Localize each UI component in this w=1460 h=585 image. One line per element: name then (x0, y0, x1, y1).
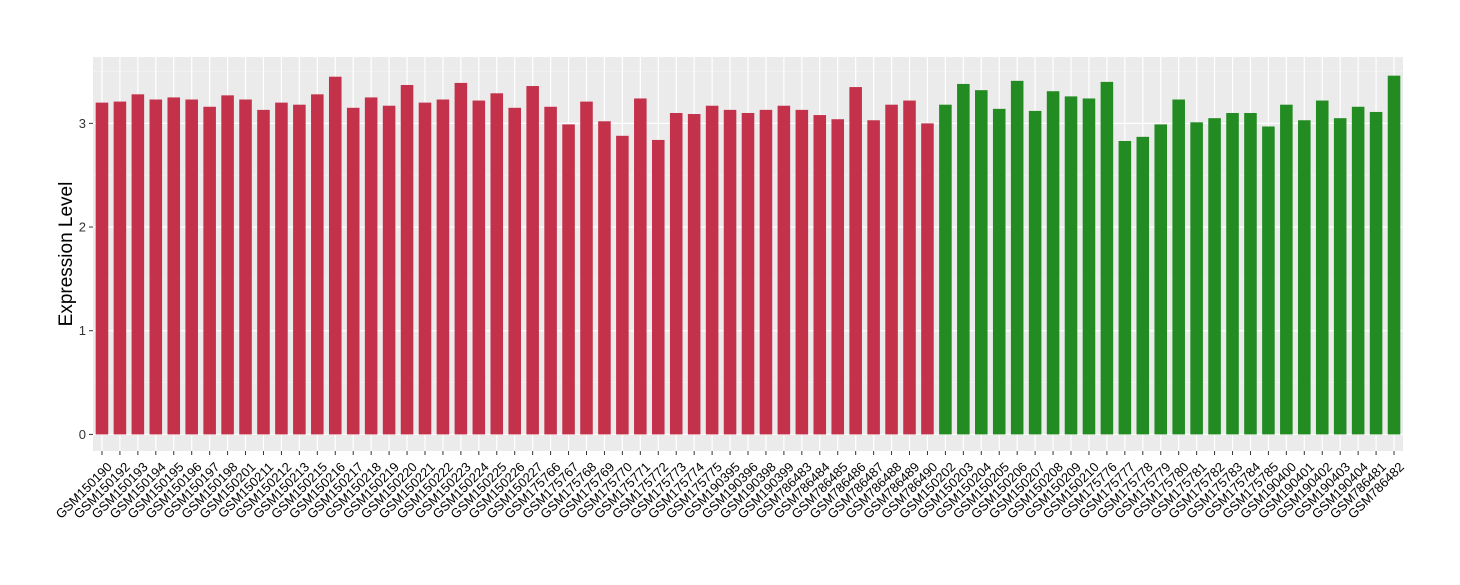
bar-GSM190404 (1351, 106, 1365, 435)
bar-GSM175782 (1208, 118, 1221, 435)
bar-GSM150192 (113, 101, 127, 435)
bar-GSM786484 (813, 115, 827, 435)
bar-GSM175766 (544, 106, 557, 435)
bar-GSM150211 (257, 109, 270, 435)
bar-GSM150218 (364, 97, 378, 435)
bar-GSM786481 (1369, 111, 1383, 435)
bar-GSM150212 (275, 102, 288, 435)
bar-GSM786489 (903, 100, 916, 435)
bar-GSM175774 (687, 114, 701, 435)
bar-GSM175775 (705, 105, 719, 435)
bar-GSM150202 (939, 104, 952, 435)
bar-GSM190402 (1315, 100, 1329, 435)
bar-GSM150207 (1028, 110, 1042, 435)
bar-GSM150201 (239, 99, 252, 435)
bar-GSM190399 (777, 105, 791, 435)
bar-GSM175785 (1262, 126, 1275, 435)
bar-GSM175783 (1226, 112, 1239, 435)
bar-GSM175767 (562, 124, 575, 435)
bar-GSM175781 (1190, 122, 1203, 435)
bar-GSM150209 (1064, 96, 1078, 435)
bar-GSM150213 (293, 104, 306, 435)
bar-GSM190395 (723, 109, 737, 435)
y-axis-label: Expression Level (56, 182, 77, 327)
bar-GSM150208 (1046, 91, 1060, 435)
bar-GSM150216 (328, 76, 342, 435)
bar-GSM150219 (382, 105, 396, 435)
bar-GSM150198 (221, 95, 234, 435)
bar-GSM150223 (454, 82, 468, 435)
bar-GSM150225 (490, 93, 504, 435)
bar-GSM190398 (759, 109, 773, 435)
y-tick-label: 1 (79, 323, 86, 338)
bar-GSM175780 (1172, 99, 1185, 435)
bar-GSM786488 (885, 104, 898, 435)
bar-GSM175777 (1118, 140, 1132, 435)
bar-GSM150227 (526, 86, 539, 435)
bar-GSM786486 (849, 87, 862, 435)
bar-GSM190400 (1280, 104, 1293, 435)
bar-GSM150221 (418, 102, 432, 435)
y-tick-label: 0 (79, 427, 86, 442)
bar-GSM786482 (1387, 75, 1401, 435)
bar-GSM786490 (921, 123, 934, 435)
y-axis: 0 1 2 3 (79, 116, 93, 442)
bars (95, 75, 1401, 435)
bar-GSM150215 (311, 94, 324, 435)
bar-GSM150204 (975, 90, 988, 435)
bar-GSM190401 (1298, 120, 1311, 435)
bar-GSM150193 (131, 94, 145, 435)
bar-GSM175778 (1136, 136, 1150, 435)
y-tick-label: 3 (79, 116, 86, 131)
bar-GSM786483 (795, 109, 809, 435)
bar-GSM786487 (867, 120, 880, 435)
bar-GSM150217 (346, 107, 360, 435)
bar-GSM175776 (1100, 81, 1114, 435)
bar-GSM190396 (741, 112, 755, 435)
bar-GSM175773 (669, 112, 683, 435)
bar-GSM150226 (508, 107, 521, 435)
bar-GSM150197 (203, 106, 216, 435)
bar-GSM175772 (651, 139, 665, 435)
bar-GSM150224 (472, 100, 486, 435)
bar-GSM150205 (992, 108, 1006, 435)
bar-GSM150203 (957, 83, 970, 435)
y-tick-label: 2 (79, 220, 86, 235)
bar-GSM150222 (436, 99, 450, 435)
bar-GSM175784 (1244, 112, 1257, 435)
bar-GSM786485 (831, 119, 845, 435)
bar-GSM150210 (1082, 98, 1096, 435)
bar-GSM175769 (598, 121, 611, 435)
bar-GSM150190 (95, 102, 109, 435)
bar-GSM150206 (1010, 80, 1024, 435)
bar-GSM150196 (185, 99, 198, 435)
x-axis: GSM150190GSM150192GSM150193GSM150194GSM1… (53, 451, 1407, 522)
bar-GSM150195 (167, 97, 181, 435)
bar-GSM190403 (1333, 118, 1347, 435)
bar-GSM175771 (634, 98, 647, 435)
bar-GSM150220 (400, 84, 414, 435)
bar-GSM175770 (616, 135, 629, 435)
bar-GSM175768 (580, 101, 593, 435)
bar-GSM175779 (1154, 124, 1168, 435)
bar-GSM150194 (149, 99, 163, 435)
